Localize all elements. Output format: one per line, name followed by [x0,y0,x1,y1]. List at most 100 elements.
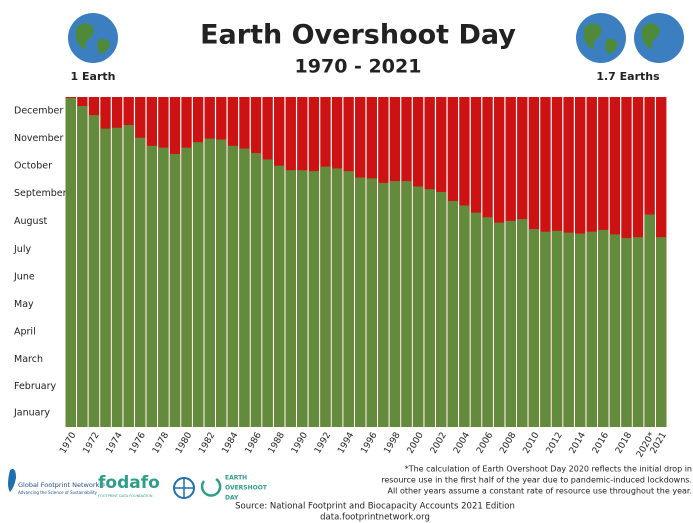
bar [586,231,597,427]
y-tick-label: July [13,244,31,255]
bar [366,178,377,427]
bar [621,238,632,427]
left-label: 1 Earth [71,70,116,83]
source: Source: National Footprint and Biocapaci… [235,502,515,512]
logo-text: Advancing the Science of Sustainability [18,490,98,495]
bar [401,181,412,427]
x-tick-label: 1992 [313,431,333,456]
x-tick-label: 2012 [545,431,565,456]
logo-text: DAY [225,495,239,502]
x-tick-label: 2016 [591,431,611,456]
x-tick-label: 1982 [197,431,217,456]
x-tick-label: 1976 [128,431,148,456]
y-tick-label: April [14,327,36,338]
y-tick-label: December [14,106,63,117]
footnote: All other years assume a constant rate o… [387,487,692,496]
logo-text: OVERSHOOT [225,485,268,492]
bar [389,181,401,427]
bar [88,115,100,428]
y-tick-label: May [14,299,34,310]
x-tick-label: 2006 [475,431,495,456]
bar [574,233,586,427]
bar [493,222,505,427]
chart-title: Earth Overshoot Day [200,20,516,51]
bar [632,237,644,427]
bar [470,212,482,427]
y-tick-label: September [14,188,67,199]
source: data.footprintnetwork.org [320,513,430,523]
bar [239,148,250,427]
x-tick-label: 1986 [244,431,264,456]
bar [378,182,389,427]
bar [250,153,262,427]
bar [505,220,516,427]
bar [204,138,215,427]
bar [436,191,447,427]
bar [644,214,655,427]
bar [447,200,459,427]
x-tick-label: 1998 [383,431,403,456]
x-tick-label: 1970 [58,431,78,456]
bar [528,229,540,427]
bar [517,219,528,427]
bar [609,234,621,427]
x-tick-label: 2008 [498,431,518,456]
y-tick-label: August [14,216,48,227]
x-tick-label: 2010 [522,431,542,456]
right-label: 1.7 Earths [596,70,660,83]
y-tick-label: March [14,354,43,365]
x-tick-label: 1984 [221,431,241,456]
bar [169,153,181,427]
bar [563,232,574,427]
x-tick-label: 2018 [614,431,634,456]
bar [551,230,563,427]
logo-text: fodafo [98,473,160,493]
bar [192,142,204,427]
y-tick-label: February [14,381,56,392]
x-tick-label: 1972 [82,431,102,456]
bar [65,97,76,427]
bar [181,147,192,428]
bar [135,137,146,427]
logo-text: FOOTPRINT DATA FOUNDATION [98,494,153,498]
bar [297,170,308,427]
bar [77,106,88,427]
bar [598,229,609,427]
bar [285,170,296,427]
bar [343,171,354,427]
bar [424,189,435,427]
footnote: *The calculation of Earth Overshoot Day … [405,465,692,474]
logo-text: Global Footprint Network® [18,481,106,489]
bar [459,205,470,427]
globe [68,13,118,63]
logos: Global Footprint Network® Advancing the … [8,469,268,502]
bar [355,177,366,427]
bar [216,139,227,427]
bar [320,166,331,427]
globe [576,13,684,63]
x-tick-label: 1980 [174,431,194,456]
x-tick-label: 1994 [336,431,356,456]
x-tick-label: 2004 [452,431,472,456]
bar [227,145,239,428]
bar [111,127,123,428]
bar [123,125,134,427]
x-tick-label: 1988 [267,431,287,456]
x-tick-label: 2014 [568,431,588,456]
bar [331,168,343,427]
bar [146,145,158,428]
bar [158,147,169,428]
bar [262,159,273,428]
chart-subtitle: 1970 - 2021 [295,56,422,78]
bar [482,217,493,427]
bar [412,186,424,427]
y-tick-label: November [14,133,64,144]
x-tick-label: 1978 [151,431,171,456]
x-tick-label: 2002 [429,431,449,456]
footnote: resource use in the first half of the ye… [381,476,692,485]
y-tick-label: October [14,161,52,172]
x-tick-label: 2000 [406,431,426,456]
bar [273,165,285,427]
logo-text: EARTH [225,475,247,482]
